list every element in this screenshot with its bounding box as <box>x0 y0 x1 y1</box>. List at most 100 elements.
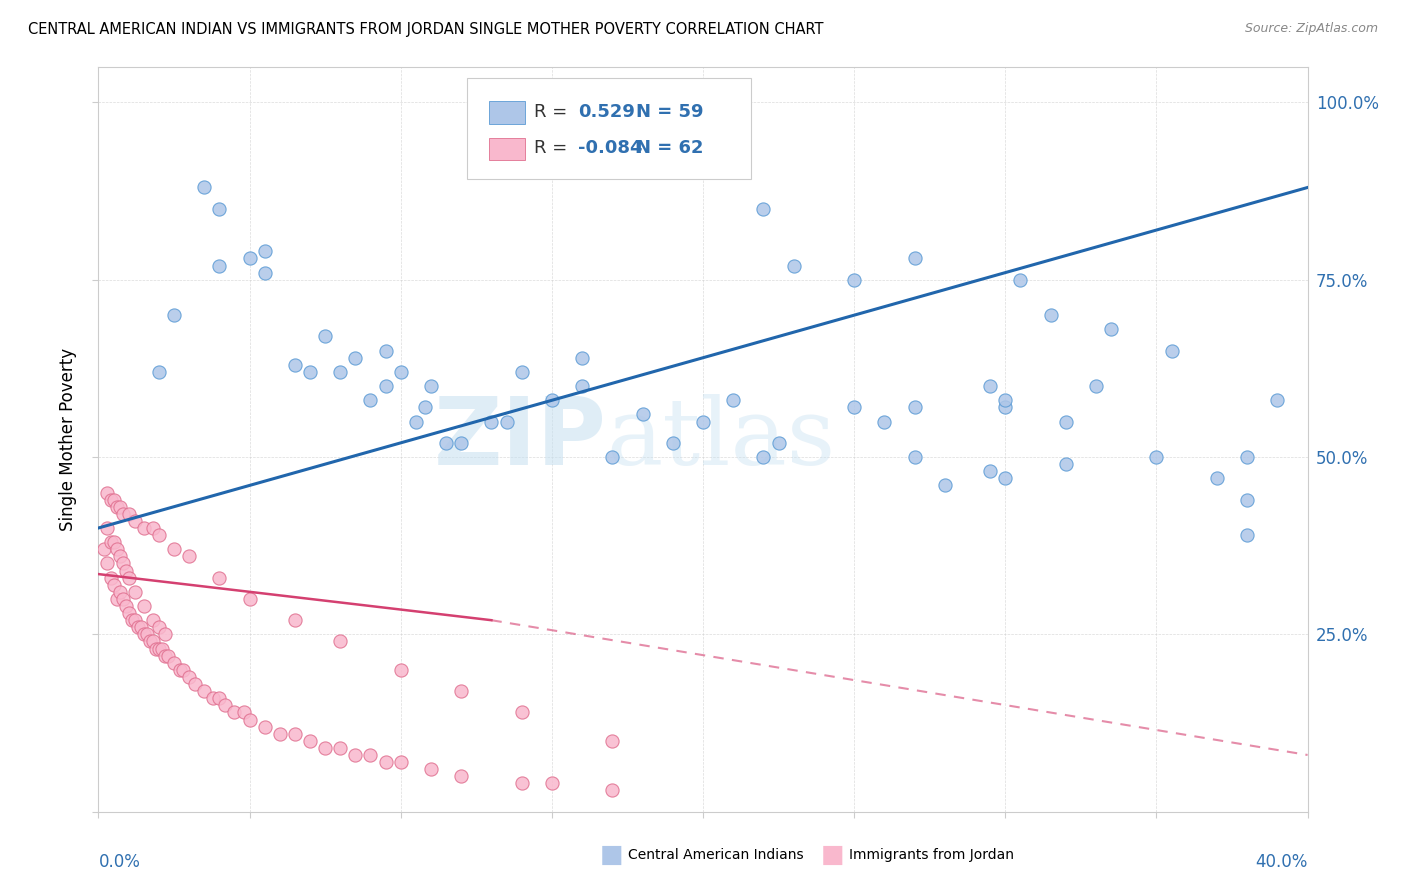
Point <box>202 691 225 706</box>
Point <box>1206 471 1229 485</box>
Point <box>1054 457 1077 471</box>
Point <box>232 706 254 720</box>
Point <box>153 648 176 663</box>
Point <box>344 351 367 365</box>
Point <box>389 365 412 379</box>
Point <box>93 542 115 557</box>
Text: Source: ZipAtlas.com: Source: ZipAtlas.com <box>1244 22 1378 36</box>
Point <box>360 393 382 408</box>
Point <box>1010 273 1032 287</box>
Point <box>934 478 956 492</box>
Point <box>1267 393 1289 408</box>
Point <box>208 691 231 706</box>
Point <box>100 571 122 585</box>
Point <box>208 571 231 585</box>
Point <box>108 500 131 514</box>
Point <box>103 492 125 507</box>
Point <box>103 578 125 592</box>
Point <box>193 180 215 194</box>
FancyBboxPatch shape <box>489 101 526 123</box>
Text: Central American Indians: Central American Indians <box>628 847 804 862</box>
Point <box>111 507 134 521</box>
Point <box>103 535 125 549</box>
Point <box>692 415 714 429</box>
Point <box>100 492 122 507</box>
Text: CENTRAL AMERICAN INDIAN VS IMMIGRANTS FROM JORDAN SINGLE MOTHER POVERTY CORRELAT: CENTRAL AMERICAN INDIAN VS IMMIGRANTS FR… <box>28 22 824 37</box>
Point <box>723 393 745 408</box>
Point <box>284 358 307 372</box>
Point <box>1054 415 1077 429</box>
Point <box>1236 450 1258 464</box>
Point <box>374 343 396 358</box>
Point <box>114 599 136 613</box>
Point <box>184 677 207 691</box>
Point <box>602 783 624 797</box>
Point <box>602 450 624 464</box>
Point <box>540 776 562 790</box>
Point <box>1236 492 1258 507</box>
Point <box>214 698 236 713</box>
Point <box>450 684 472 698</box>
Point <box>661 435 683 450</box>
Point <box>299 365 322 379</box>
Point <box>1099 322 1122 336</box>
Point <box>405 415 427 429</box>
Point <box>329 634 352 648</box>
Text: -0.084: -0.084 <box>578 139 643 157</box>
Point <box>132 627 155 641</box>
Point <box>105 591 128 606</box>
Point <box>148 641 170 656</box>
Point <box>420 762 443 776</box>
Point <box>239 591 262 606</box>
Point <box>374 379 396 393</box>
Point <box>284 613 307 627</box>
Point <box>420 379 443 393</box>
Point <box>344 747 367 762</box>
Point <box>148 528 170 542</box>
Point <box>111 591 134 606</box>
Point <box>142 521 165 535</box>
Point <box>100 535 122 549</box>
Point <box>239 252 262 266</box>
Text: Immigrants from Jordan: Immigrants from Jordan <box>849 847 1014 862</box>
Point <box>111 557 134 571</box>
Point <box>253 266 276 280</box>
Point <box>142 634 165 648</box>
Point <box>114 564 136 578</box>
Point <box>124 613 146 627</box>
Point <box>873 415 896 429</box>
Point <box>844 273 866 287</box>
Point <box>450 769 472 783</box>
Point <box>329 365 352 379</box>
Point <box>979 464 1001 478</box>
Point <box>979 379 1001 393</box>
Point <box>752 202 775 216</box>
Point <box>239 713 262 727</box>
Point <box>389 663 412 677</box>
Point <box>108 549 131 564</box>
Point <box>1085 379 1108 393</box>
Point <box>124 584 146 599</box>
Point <box>374 755 396 769</box>
Point <box>434 435 457 450</box>
Text: 0.0%: 0.0% <box>98 853 141 871</box>
Point <box>129 620 152 634</box>
Point <box>389 755 412 769</box>
Point <box>169 663 191 677</box>
Point <box>96 485 118 500</box>
Point <box>314 740 336 755</box>
Point <box>121 613 143 627</box>
Point <box>172 663 194 677</box>
Point <box>224 706 246 720</box>
Point <box>118 606 141 620</box>
Point <box>602 733 624 747</box>
FancyBboxPatch shape <box>467 78 751 178</box>
Point <box>163 308 186 322</box>
Point <box>1236 528 1258 542</box>
Point <box>768 435 790 450</box>
Point <box>844 401 866 415</box>
Point <box>156 648 179 663</box>
Point <box>904 252 927 266</box>
Point <box>269 727 291 741</box>
Point <box>994 393 1017 408</box>
